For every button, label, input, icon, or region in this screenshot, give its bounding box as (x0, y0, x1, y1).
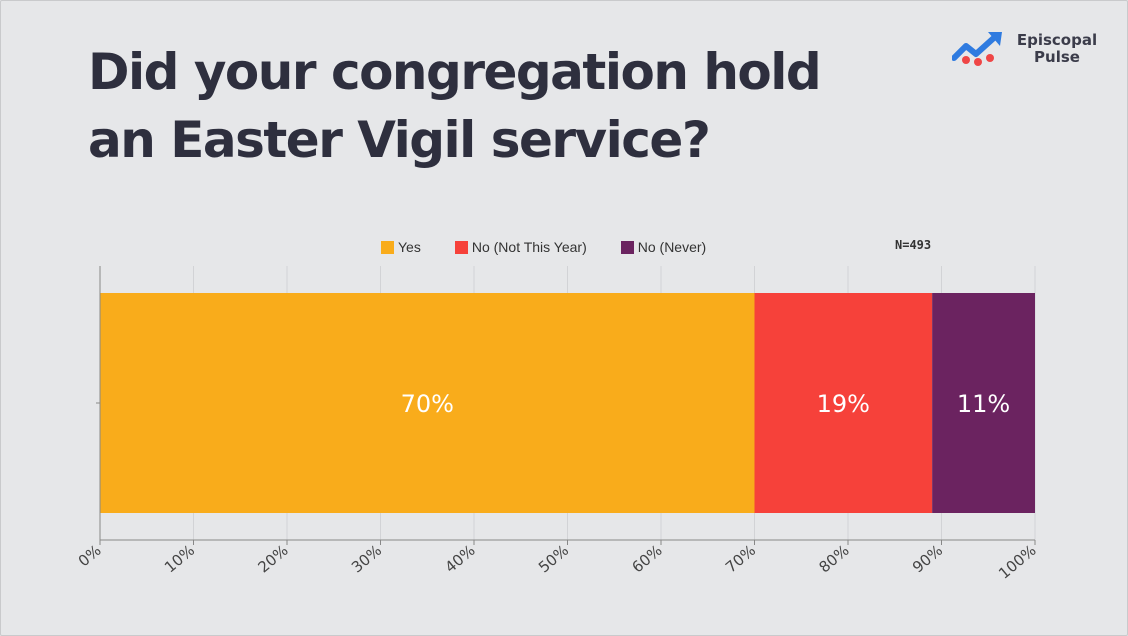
legend-item-yes: Yes (381, 239, 421, 255)
x-tick-label-10: 100% (995, 541, 1039, 582)
legend-swatch-yes (381, 240, 394, 254)
legend-swatch-no-not-this-year (454, 240, 468, 254)
trend-arrow-icon (952, 32, 1002, 66)
bar-data-label-0: 70% (401, 390, 454, 418)
legend-label-yes: Yes (398, 239, 421, 255)
legend-label-no-never: No (Never) (637, 239, 707, 255)
bar-segment-2 (932, 293, 1035, 513)
legend-item-no-not-this-year: No (Not This Year) (454, 239, 587, 255)
x-tick-label-8: 80% (815, 541, 852, 576)
x-tick-label-6: 60% (628, 541, 665, 576)
chart-legend: Yes No (Not This Year) No (Never) (381, 239, 740, 255)
logo-line-1: Episcopal (1016, 31, 1098, 49)
episcopal-pulse-logo: Episcopal Pulse (952, 30, 1102, 70)
x-tick-label-2: 20% (254, 541, 291, 576)
x-tick-label-1: 10% (161, 541, 198, 576)
logo-line-2: Pulse (1034, 48, 1080, 66)
bar-segment-0 (100, 293, 755, 513)
chart-title: Did your congregation hold an Easter Vig… (88, 43, 822, 169)
x-tick-label-9: 90% (909, 541, 946, 576)
legend-item-no-never: No (Never) (620, 239, 707, 255)
x-tick-label-7: 70% (722, 541, 759, 576)
logo-wordmark: Episcopal Pulse (1012, 32, 1102, 66)
x-tick-label-4: 40% (441, 541, 478, 576)
bar-data-label-2: 11% (957, 390, 1010, 418)
x-tick-label-3: 30% (348, 541, 385, 576)
x-tick-label-5: 50% (535, 541, 572, 576)
bar-data-label-1: 19% (817, 390, 870, 418)
legend-label-no-not-this-year: No (Not This Year) (471, 239, 587, 255)
sample-size-label: N=493 (895, 238, 932, 252)
legend-swatch-no-never (620, 240, 634, 254)
x-tick-label-0: 0% (75, 541, 105, 570)
bar-segment-1 (754, 293, 933, 513)
